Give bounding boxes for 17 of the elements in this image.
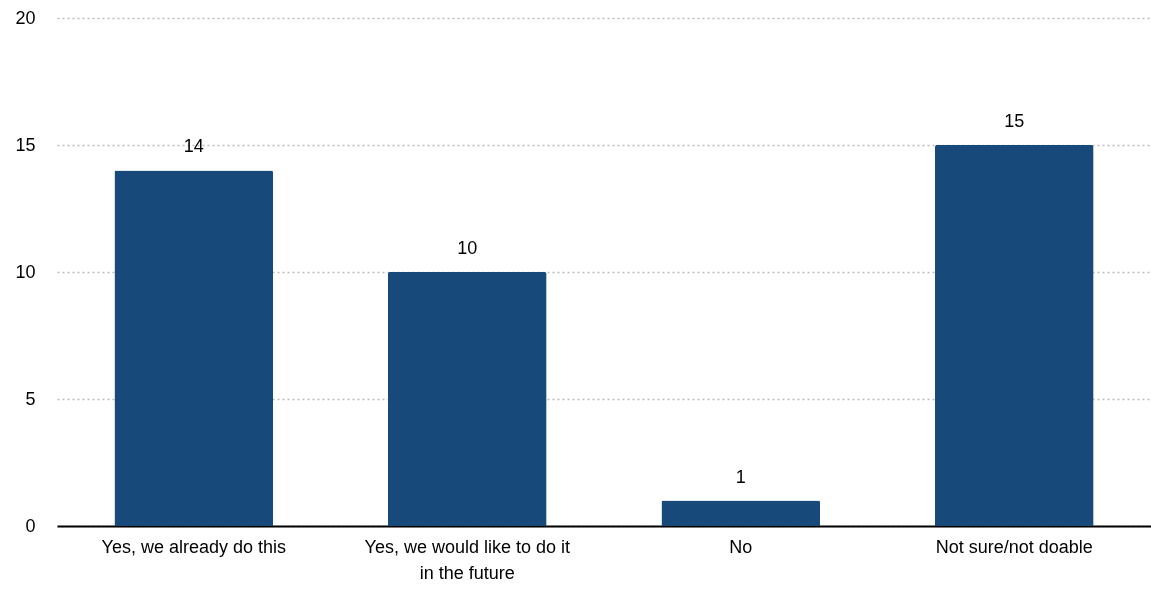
- bar: [934, 145, 1094, 526]
- y-tick-label: 10: [15, 261, 36, 282]
- x-tick-label: Not sure/not doable: [935, 536, 1093, 557]
- bar: [661, 500, 821, 526]
- data-label: 15: [1004, 111, 1025, 131]
- bar: [387, 272, 547, 526]
- x-tick-label: Yes, we would like to do it in the future: [364, 536, 570, 583]
- data-label: 1: [735, 466, 746, 487]
- x-tick-label: No: [729, 536, 753, 557]
- x-tick-label: Yes, we already do this: [101, 536, 286, 557]
- data-label: 10: [457, 238, 478, 258]
- bar: [114, 170, 274, 526]
- y-tick-label: 5: [25, 388, 36, 409]
- y-tick-label: 20: [15, 7, 36, 28]
- data-label: 14: [183, 136, 204, 157]
- y-tick-label: 0: [25, 515, 36, 536]
- y-tick-label: 15: [15, 134, 36, 155]
